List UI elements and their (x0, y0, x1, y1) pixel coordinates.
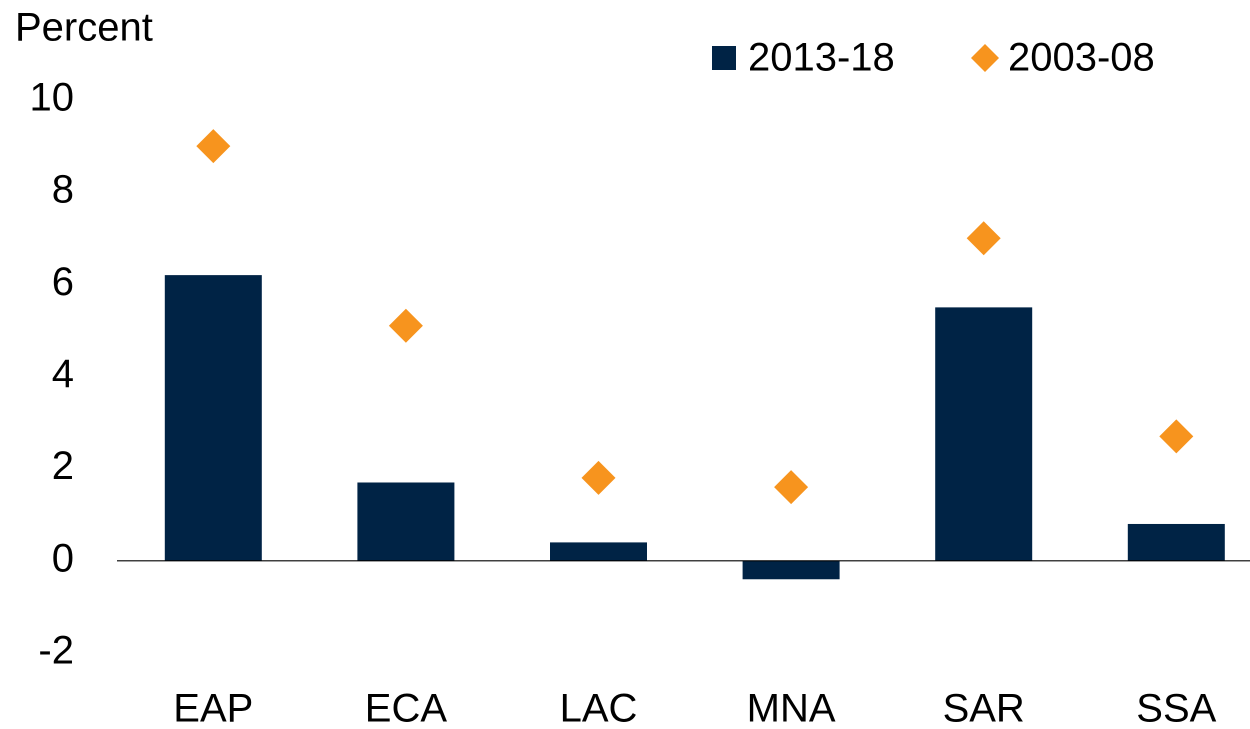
legend-label: 2003-08 (1008, 36, 1155, 80)
legend-swatch (712, 46, 736, 70)
x-tick-label: ECA (365, 687, 448, 729)
diamond-marker (388, 308, 423, 343)
x-tick-label: SAR (943, 687, 1025, 729)
bar (357, 482, 455, 561)
diamond-marker (196, 129, 231, 164)
x-tick-label: EAP (173, 687, 253, 729)
x-tick-label: LAC (560, 687, 638, 729)
diamond-marker (581, 460, 616, 495)
y-tick-label: 2 (52, 444, 74, 488)
bar (164, 275, 262, 561)
bar (550, 542, 647, 561)
bar (742, 560, 840, 580)
y-tick-label: -2 (38, 629, 74, 673)
y-tick-label: 8 (52, 168, 74, 212)
diamond-marker (966, 221, 1001, 256)
x-tick-label: SSA (1136, 687, 1216, 729)
y-tick-label: 10 (30, 76, 75, 120)
y-tick-label: 6 (52, 260, 74, 304)
y-axis-label: Percent (15, 6, 153, 50)
diamond-marker (774, 470, 809, 505)
diamond-marker (1159, 419, 1194, 454)
x-tick-label: MNA (747, 687, 836, 729)
legend-swatch (971, 44, 999, 72)
y-tick-label: 4 (52, 352, 74, 396)
bar (1127, 523, 1225, 561)
y-tick-label: 0 (52, 536, 74, 580)
legend-label: 2013-18 (748, 36, 895, 80)
bar (935, 307, 1033, 561)
